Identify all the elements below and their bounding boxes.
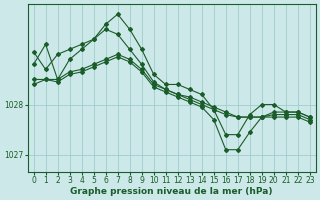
X-axis label: Graphe pression niveau de la mer (hPa): Graphe pression niveau de la mer (hPa) bbox=[70, 187, 273, 196]
